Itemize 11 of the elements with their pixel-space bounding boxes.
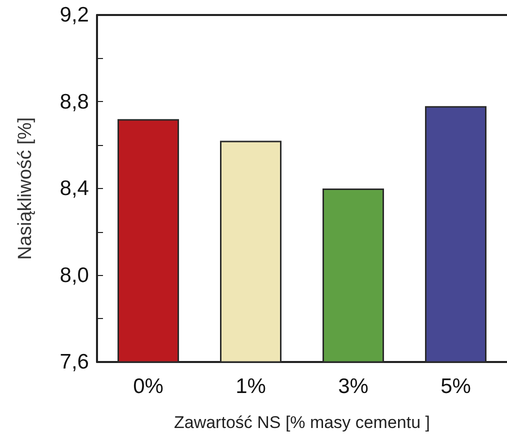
y-tick-label: 9,2 (60, 4, 89, 26)
y-tick-label: 7,6 (60, 350, 89, 374)
y-axis-title: Nasiąkliwość [%] (15, 117, 36, 260)
x-axis-title: Zawartość NS [% masy cementu ] (174, 413, 430, 432)
y-tick-label: 8,0 (60, 264, 89, 287)
x-tick-label: 1% (236, 375, 266, 398)
x-tick-label: 5% (440, 375, 471, 398)
x-tick-label: 3% (338, 375, 368, 398)
y-tick-label: 8,4 (60, 177, 90, 200)
y-tick-label: 8,8 (60, 90, 89, 114)
x-tick-label: 0% (133, 375, 164, 398)
